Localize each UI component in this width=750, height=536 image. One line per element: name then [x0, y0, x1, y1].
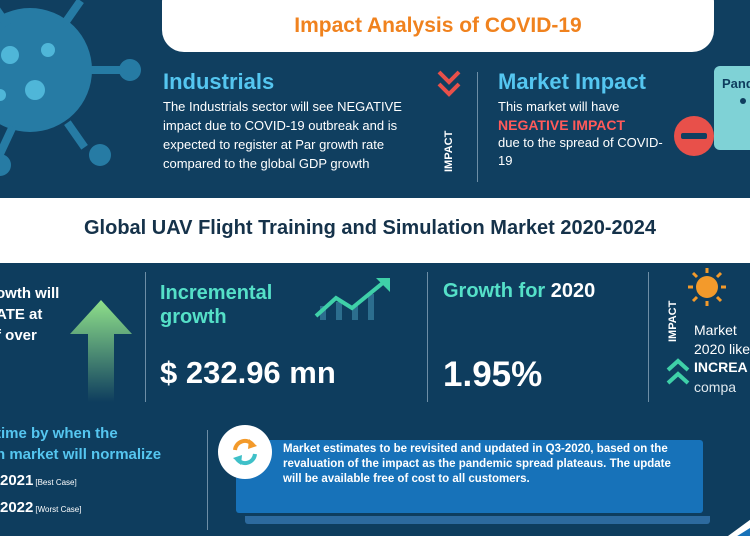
refresh-icon [218, 425, 272, 479]
update-note-box [236, 440, 703, 513]
industrials-title: Industrials [163, 69, 275, 94]
refresh-arrows-icon [233, 438, 257, 466]
market-2020-text: Market 2020 like [694, 321, 750, 359]
market-impact-title: Market Impact [498, 69, 646, 94]
growth-2020-year: 2020 [550, 280, 596, 302]
divider [207, 430, 208, 530]
growth-2020-label: Growth for [443, 280, 546, 302]
divider [145, 272, 146, 402]
note-box-shadow [245, 516, 710, 524]
page-title: Impact Analysis of COVID-19 [294, 14, 582, 37]
worst-case-year-value: 2022 [0, 499, 34, 516]
increase-label: INCREA [694, 359, 748, 375]
normalize-line1: time by when the [0, 425, 118, 442]
growth-teaser: owth will ATE at f over [0, 283, 146, 346]
incremental-growth-value: $ 232.96 mn [160, 355, 336, 390]
divider [648, 272, 649, 402]
market-impact-line2: due to the spread of COVID-19 [498, 135, 663, 168]
double-chevron-down-icon [437, 70, 461, 97]
divider [477, 72, 478, 182]
normalize-heading: time by when the n market will normalize [0, 423, 161, 465]
worst-case-tag: [Worst Case] [35, 505, 82, 514]
best-case-year: 2021 [Best Case] [0, 472, 77, 489]
title-pill [162, 0, 714, 52]
worst-case-year: 2022 [Worst Case] [0, 499, 81, 516]
compared-text: compa [694, 379, 737, 395]
best-case-tag: [Best Case] [35, 478, 77, 487]
impact-label-vertical: IMPACT [443, 130, 455, 172]
incremental-title-line1: Incremental [160, 282, 273, 304]
divider [427, 272, 428, 402]
normalize-line2: n market will normalize [0, 446, 162, 463]
logo-icon [728, 519, 750, 536]
growth-2020-value: 1.95% [443, 355, 543, 394]
sun-icon [688, 268, 726, 306]
incremental-title-line2: growth [160, 306, 227, 328]
market-2020-line2: 2020 like [694, 341, 750, 357]
title-banner [0, 198, 750, 263]
growth-teaser-line3: f over [0, 327, 37, 344]
up-arrow-icon [70, 300, 132, 402]
growth-teaser-line1: owth will [0, 285, 60, 302]
impact-label: IMPACT [443, 130, 455, 172]
incremental-growth-title: Incremental growth [160, 281, 272, 329]
market-2020-line1: Market [694, 322, 737, 338]
growth-2020-title: Growth for 2020 [443, 280, 595, 303]
impact-label-vertical: IMPACT [667, 300, 679, 342]
industrials-description: The Industrials sector will see NEGATIVE… [163, 99, 402, 171]
market-impact-description: This market will have NEGATIVE IMPACT du… [498, 98, 668, 170]
trend-up-icon [314, 278, 390, 320]
market-title: Global UAV Flight Training and Simulatio… [84, 217, 656, 239]
market-impact-line1: This market will have [498, 99, 620, 114]
best-case-year-value: 2021 [0, 472, 34, 489]
pandemic-tab [714, 66, 750, 150]
update-note-text: Market estimates to be revisited and upd… [283, 443, 671, 485]
dot-icon [740, 98, 746, 104]
double-chevron-up-icon [666, 358, 690, 385]
growth-teaser-line2: ATE at [0, 306, 43, 323]
right-impact-label: IMPACT [667, 300, 679, 342]
pandemic-tab-label: Pand [722, 76, 750, 91]
minus-icon [681, 133, 707, 139]
virus-icon [0, 0, 141, 176]
negative-impact-label: NEGATIVE IMPACT [498, 117, 626, 133]
